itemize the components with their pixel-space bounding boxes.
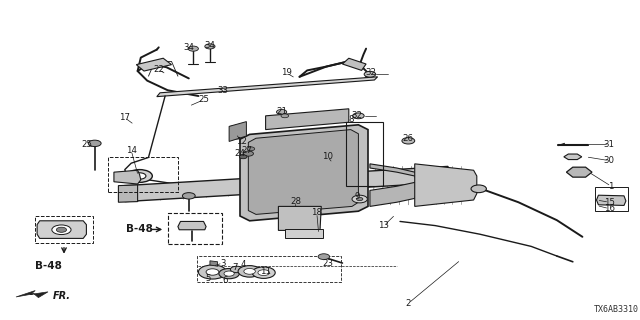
Circle shape	[224, 271, 234, 276]
Bar	[35, 216, 93, 243]
Circle shape	[471, 185, 486, 193]
Polygon shape	[415, 164, 477, 206]
Bar	[108, 157, 178, 192]
Text: TX6AB3310: TX6AB3310	[594, 305, 639, 314]
Text: 33: 33	[217, 86, 228, 95]
Text: 2: 2	[406, 299, 411, 308]
Polygon shape	[114, 170, 141, 184]
Circle shape	[244, 268, 255, 274]
Circle shape	[252, 267, 275, 278]
Circle shape	[243, 151, 253, 156]
Polygon shape	[210, 261, 218, 266]
Text: B-48: B-48	[35, 261, 61, 271]
Text: 32: 32	[351, 111, 363, 120]
Text: 13: 13	[378, 221, 390, 230]
Text: 17: 17	[119, 113, 131, 122]
Text: 21: 21	[276, 107, 287, 116]
Circle shape	[258, 270, 269, 276]
Text: 14: 14	[125, 146, 137, 155]
Circle shape	[56, 227, 67, 232]
Polygon shape	[157, 77, 378, 97]
Text: 1: 1	[609, 182, 614, 191]
Text: 25: 25	[198, 95, 209, 104]
Text: 7: 7	[233, 263, 238, 272]
Circle shape	[188, 46, 198, 51]
Circle shape	[206, 269, 219, 275]
Text: 26: 26	[403, 134, 414, 143]
Text: 34: 34	[183, 43, 195, 52]
Circle shape	[356, 197, 363, 201]
Polygon shape	[266, 109, 349, 130]
Circle shape	[219, 268, 239, 279]
Text: 22: 22	[153, 65, 164, 74]
Circle shape	[238, 266, 261, 277]
Circle shape	[353, 113, 364, 119]
Polygon shape	[278, 206, 321, 230]
Circle shape	[52, 225, 71, 235]
Polygon shape	[240, 125, 368, 221]
Text: 27: 27	[241, 146, 252, 155]
Polygon shape	[370, 164, 419, 206]
Polygon shape	[178, 221, 206, 230]
Text: 28: 28	[290, 197, 301, 206]
Text: 9: 9	[355, 192, 360, 201]
Text: 6: 6	[223, 276, 228, 285]
Bar	[168, 213, 222, 244]
Polygon shape	[229, 122, 246, 141]
Polygon shape	[118, 185, 138, 202]
Text: B-48: B-48	[126, 224, 153, 235]
Circle shape	[127, 170, 152, 182]
Circle shape	[205, 44, 215, 49]
Circle shape	[281, 114, 289, 118]
Circle shape	[230, 266, 243, 273]
Polygon shape	[125, 166, 448, 202]
Text: 5: 5	[205, 274, 211, 283]
Text: 3: 3	[220, 259, 225, 268]
Circle shape	[364, 71, 376, 77]
Text: 30: 30	[604, 156, 615, 165]
Circle shape	[247, 147, 255, 151]
Polygon shape	[136, 58, 172, 71]
Text: 16: 16	[604, 204, 615, 213]
Circle shape	[402, 138, 415, 144]
Text: 11: 11	[260, 267, 271, 276]
Bar	[595, 187, 628, 211]
Text: 8: 8	[348, 115, 353, 124]
Polygon shape	[564, 154, 582, 160]
Text: 19: 19	[282, 68, 292, 77]
Circle shape	[88, 140, 101, 147]
Circle shape	[318, 254, 330, 260]
Bar	[285, 229, 323, 238]
Text: 18: 18	[311, 208, 323, 217]
Text: 31: 31	[604, 140, 615, 149]
Circle shape	[239, 155, 247, 159]
Text: 15: 15	[604, 198, 615, 207]
Text: 12: 12	[236, 137, 248, 146]
Circle shape	[133, 173, 146, 179]
Polygon shape	[596, 195, 626, 205]
Polygon shape	[16, 291, 48, 298]
Text: 23: 23	[322, 259, 333, 268]
Circle shape	[182, 193, 195, 199]
Text: 32: 32	[365, 68, 377, 77]
Text: 4: 4	[241, 260, 246, 269]
Text: 34: 34	[204, 41, 216, 50]
Text: FR.: FR.	[52, 291, 70, 301]
Circle shape	[352, 195, 367, 203]
Text: 24: 24	[234, 149, 246, 158]
Text: 10: 10	[322, 152, 333, 161]
Polygon shape	[37, 221, 86, 238]
Polygon shape	[566, 167, 592, 177]
Polygon shape	[342, 58, 366, 70]
Text: 25: 25	[81, 140, 92, 149]
Circle shape	[198, 265, 227, 279]
Polygon shape	[248, 130, 358, 214]
Circle shape	[276, 109, 287, 115]
Bar	[197, 256, 341, 282]
Bar	[346, 122, 383, 186]
